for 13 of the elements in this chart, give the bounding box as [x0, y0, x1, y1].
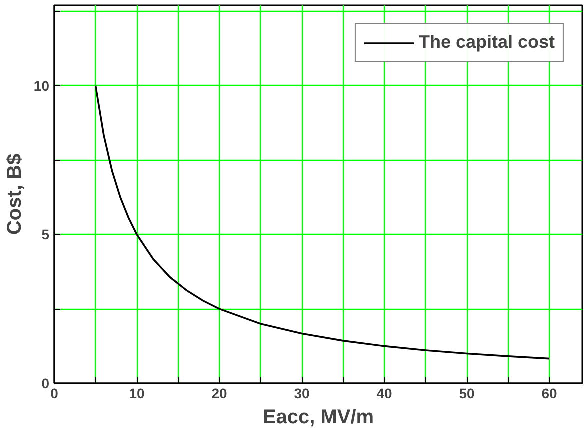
x-tick-label: 20 [212, 386, 228, 402]
x-tick-label: 50 [459, 386, 475, 402]
y-axis-title: Cost, B$ [4, 154, 26, 236]
y-tick-label: 5 [42, 226, 50, 243]
line-series [94, 84, 550, 360]
x-tick-label: 30 [294, 386, 310, 402]
x-tick-label: 60 [542, 386, 558, 402]
x-axis-title: Eacc, MV/m [262, 406, 374, 428]
legend-label: The capital cost [418, 32, 555, 53]
x-tick-label: 40 [376, 386, 392, 402]
x-tick-label: 10 [129, 386, 145, 402]
y-tick-label: 0 [42, 376, 50, 392]
y-tick-label: 10 [34, 78, 50, 94]
